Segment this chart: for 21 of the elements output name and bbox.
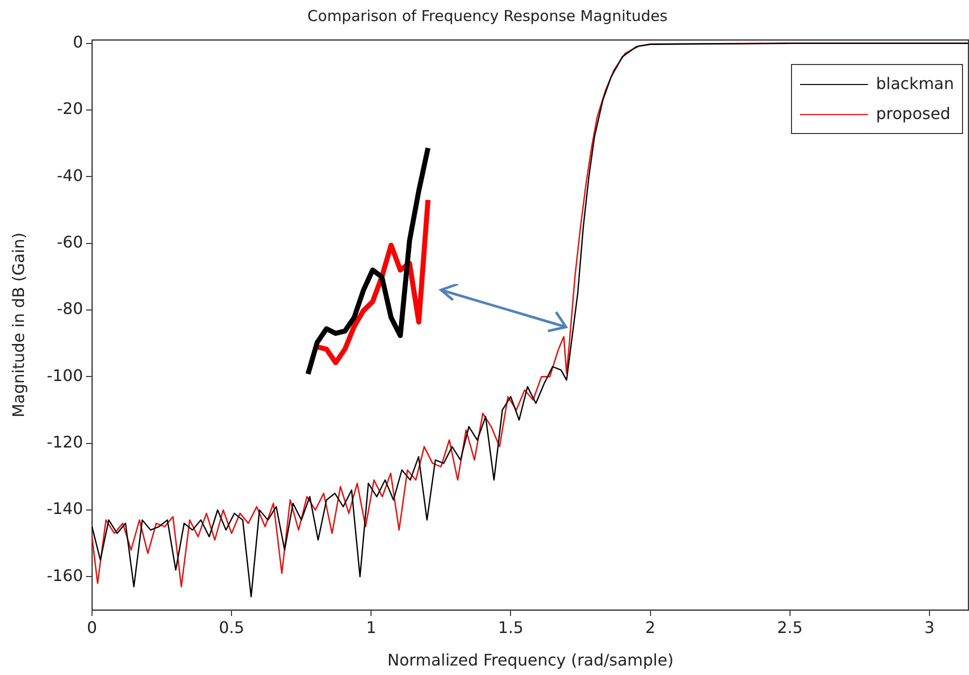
x-tick-label: 0 xyxy=(86,618,98,637)
x-tick-label: 3 xyxy=(924,618,935,637)
y-tick-label: -140 xyxy=(46,499,83,518)
y-axis-title: Magnitude in dB (Gain) xyxy=(8,232,28,418)
x-tick-label: 0.5 xyxy=(218,618,244,637)
y-tick-label: 0 xyxy=(72,32,83,52)
legend-label: blackman xyxy=(876,73,954,95)
y-tick-label: -80 xyxy=(56,299,83,318)
y-tick-label: -160 xyxy=(46,566,83,585)
x-tick-label: 1 xyxy=(366,618,376,637)
legend-label: proposed xyxy=(876,103,950,125)
x-tick-label: 1.5 xyxy=(498,618,524,637)
y-tick-label: -20 xyxy=(56,99,83,118)
y-tick-label: -120 xyxy=(46,432,83,452)
x-tick-label: 2 xyxy=(645,618,656,637)
y-tick-label: -100 xyxy=(46,366,83,385)
y-tick-label: -40 xyxy=(56,166,83,185)
y-tick-label: -60 xyxy=(56,232,83,252)
x-tick-label: 2.5 xyxy=(777,618,803,637)
chart-title: Comparison of Frequency Response Magnitudes xyxy=(307,6,668,25)
x-axis-title: Normalized Frequency (rad/sample) xyxy=(387,650,674,670)
